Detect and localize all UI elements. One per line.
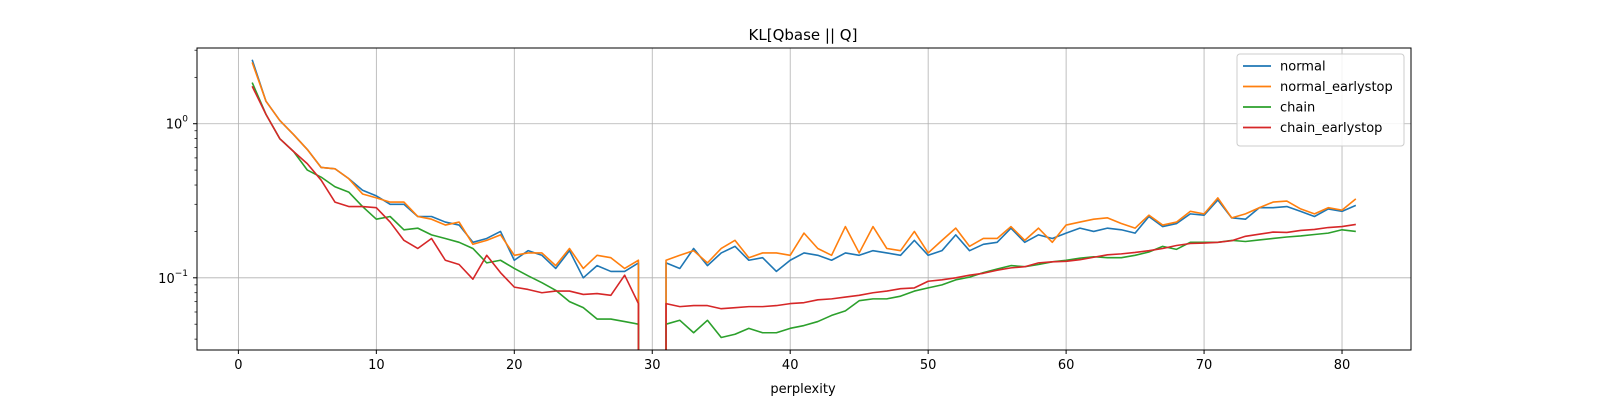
legend-label: chain — [1280, 101, 1315, 116]
legend-label: normal_earlystop — [1280, 80, 1393, 95]
series-line-chain_earlystop — [251, 85, 1356, 350]
x-tick-label: 0 — [234, 358, 242, 373]
legend-label: normal — [1280, 60, 1326, 75]
y-tick-label: 100 — [166, 115, 189, 133]
series-line-normal — [251, 59, 1357, 350]
x-tick-label: 80 — [1334, 358, 1351, 373]
x-tick-label: 20 — [506, 358, 523, 373]
grid — [197, 48, 1411, 350]
plot-lines — [251, 59, 1357, 350]
x-tick-label: 70 — [1196, 358, 1213, 373]
legend-label: chain_earlystop — [1280, 121, 1382, 136]
x-tick-label: 60 — [1058, 358, 1075, 373]
y-tick-base: 10 — [158, 272, 175, 287]
legend-box — [1236, 53, 1405, 147]
y-tick-label: 10−1 — [158, 269, 188, 287]
x-tick-label: 30 — [644, 358, 661, 373]
x-tick-label: 50 — [920, 358, 937, 373]
y-tick-exponent: −1 — [175, 269, 188, 279]
x-tick-label: 10 — [368, 358, 385, 373]
x-tick-label: 40 — [782, 358, 799, 373]
y-tick-exponent: 0 — [182, 115, 188, 125]
plot-frame — [196, 47, 1412, 351]
chart-title: KL[Qbase || Q] — [749, 26, 858, 44]
series-line-chain — [251, 82, 1356, 350]
series-line-normal_earlystop — [251, 62, 1357, 350]
x-axis-label: perplexity — [770, 382, 836, 397]
y-tick-base: 10 — [166, 118, 183, 133]
